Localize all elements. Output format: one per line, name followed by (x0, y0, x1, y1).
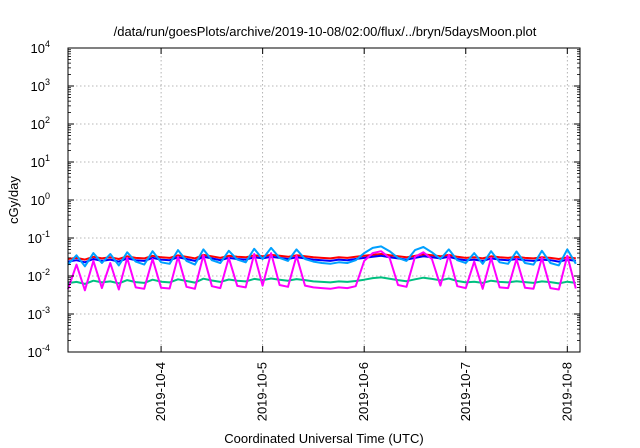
y-tick-label: 10-2 (28, 267, 50, 284)
series-line-3 (67, 245, 577, 268)
x-axis-label: Coordinated Universal Time (UTC) (224, 431, 423, 446)
y-tick-label: 10-4 (28, 343, 50, 360)
y-tick-label: 100 (31, 191, 50, 208)
y-tick-label: 10-3 (28, 305, 50, 322)
ticks (68, 47, 580, 353)
series-line-5 (67, 250, 577, 292)
y-axis-label: cGy/day (6, 176, 21, 224)
y-tick-label: 10-1 (28, 229, 50, 246)
series-line-1 (67, 253, 576, 261)
x-tick-label: 2019-10-4 (153, 362, 168, 421)
chart-title: /data/run/goesPlots/archive/2019-10-08/0… (114, 24, 537, 39)
y-tick-label: 102 (31, 115, 50, 132)
y-tick-label: 101 (31, 153, 50, 170)
y-tick-labels: 10-4 10-3 10-2 10-1 100 101 102 103 104 (28, 39, 50, 360)
x-tick-label: 2019-10-6 (356, 362, 371, 421)
grid (68, 48, 580, 352)
y-tick-label: 104 (31, 39, 50, 56)
series-line-4 (67, 276, 576, 285)
x-tick-labels: 2019-10-4 2019-10-5 2019-10-6 2019-10-7 2019… (153, 362, 574, 421)
x-tick-label: 2019-10-7 (458, 362, 473, 421)
x-tick-label: 2019-10-8 (559, 362, 574, 421)
series-layer (67, 245, 577, 292)
x-tick-label: 2019-10-5 (255, 362, 270, 421)
y-tick-label: 103 (31, 77, 50, 94)
